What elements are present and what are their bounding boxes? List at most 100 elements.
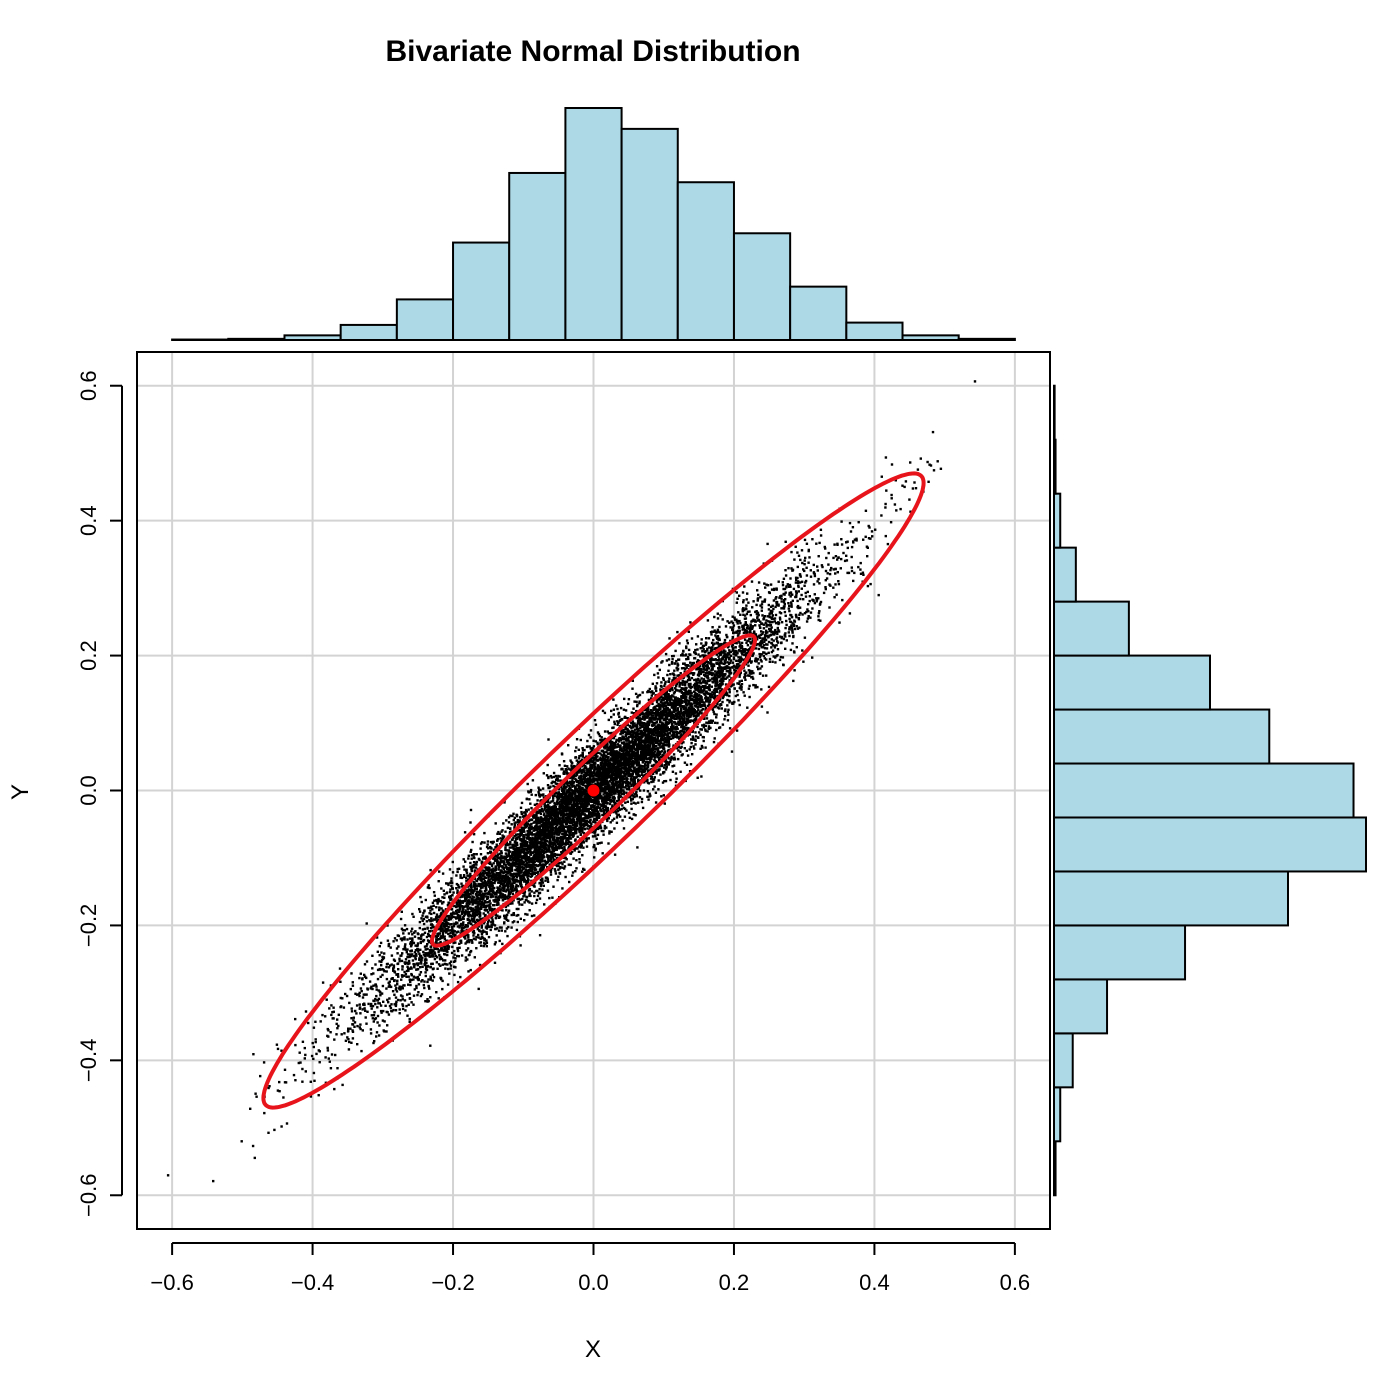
scatter-point <box>712 638 715 642</box>
scatter-point <box>333 1087 336 1091</box>
scatter-point <box>689 711 692 714</box>
scatter-point <box>716 612 719 615</box>
scatter-point <box>756 599 759 602</box>
scatter-point <box>504 930 507 933</box>
scatter-point <box>564 817 568 820</box>
scatter-point <box>611 799 614 803</box>
scatter-point <box>611 764 614 767</box>
scatter-point <box>724 658 728 661</box>
scatter-point <box>685 639 689 642</box>
scatter-point <box>408 1020 411 1023</box>
scatter-point <box>579 760 583 763</box>
scatter-point <box>625 758 628 762</box>
scatter-point <box>491 871 494 874</box>
scatter-point <box>665 691 668 694</box>
scatter-point <box>646 707 649 710</box>
scatter-point <box>465 871 469 875</box>
scatter-point <box>551 830 554 833</box>
scatter-point <box>474 905 477 909</box>
scatter-point <box>404 1009 407 1012</box>
scatter-point <box>609 751 613 755</box>
scatter-point <box>746 651 749 655</box>
scatter-point <box>339 996 342 1000</box>
scatter-point <box>498 852 501 855</box>
scatter-point <box>765 658 768 661</box>
scatter-point <box>421 914 424 917</box>
scatter-point <box>633 780 637 783</box>
scatter-point <box>463 913 467 916</box>
scatter-point <box>782 592 785 596</box>
scatter-point <box>383 1020 386 1023</box>
scatter-point <box>465 949 468 952</box>
scatter-point <box>733 668 736 671</box>
scatter-point <box>585 839 588 843</box>
scatter-point <box>742 601 745 604</box>
scatter-point <box>752 671 755 675</box>
scatter-point <box>514 887 517 890</box>
scatter-point <box>671 687 674 690</box>
scatter-point <box>587 761 591 764</box>
scatter-point <box>512 836 515 839</box>
scatter-point <box>567 838 570 841</box>
scatter-point <box>575 859 578 862</box>
scatter-point <box>617 713 620 716</box>
scatter-point <box>377 1034 381 1037</box>
scatter-point <box>608 748 611 752</box>
scatter-point <box>470 909 474 913</box>
scatter-point <box>557 868 560 871</box>
scatter-point <box>743 694 746 697</box>
scatter-point <box>558 831 562 834</box>
scatter-point <box>483 901 486 904</box>
scatter-point <box>461 916 465 919</box>
scatter-point <box>731 626 735 629</box>
scatter-point <box>357 993 360 996</box>
scatter-point <box>681 683 684 686</box>
scatter-point <box>541 869 545 872</box>
scatter-point <box>655 689 658 693</box>
scatter-point <box>675 701 679 704</box>
scatter-point <box>553 780 556 784</box>
scatter-point <box>799 575 802 578</box>
scatter-point <box>372 984 375 987</box>
scatter-point <box>633 793 636 796</box>
scatter-point <box>706 699 709 702</box>
scatter-point <box>581 826 584 830</box>
scatter-point <box>704 672 708 675</box>
scatter-point <box>683 684 687 687</box>
scatter-point <box>417 991 420 994</box>
scatter-point <box>519 846 522 849</box>
scatter-point <box>609 739 612 742</box>
scatter-point <box>504 905 508 909</box>
scatter-point <box>534 793 537 797</box>
scatter-point <box>563 867 566 870</box>
scatter-point <box>894 479 897 482</box>
scatter-point <box>562 760 566 763</box>
scatter-point <box>743 608 746 612</box>
scatter-point <box>537 846 540 849</box>
scatter-point <box>606 749 609 752</box>
scatter-point <box>330 1053 334 1056</box>
scatter-point <box>321 1013 324 1017</box>
scatter-point <box>553 794 556 797</box>
scatter-point <box>301 1080 304 1083</box>
scatter-point <box>748 684 751 688</box>
scatter-point <box>543 818 546 822</box>
scatter-point <box>429 1044 432 1047</box>
scatter-point <box>815 542 818 545</box>
scatter-point <box>467 854 470 857</box>
scatter-point <box>656 755 659 759</box>
scatter-point <box>433 899 436 902</box>
scatter-point <box>806 617 810 620</box>
scatter-point <box>370 1014 373 1017</box>
scatter-point <box>460 926 464 930</box>
scatter-point <box>768 627 771 631</box>
scatter-point <box>487 901 490 904</box>
scatter-point <box>595 837 598 840</box>
scatter-point <box>634 814 637 817</box>
scatter-point <box>783 633 786 636</box>
scatter-point <box>711 672 714 675</box>
scatter-point <box>567 836 571 839</box>
scatter-point <box>427 978 430 981</box>
scatter-point <box>418 952 421 955</box>
scatter-point <box>512 886 515 889</box>
